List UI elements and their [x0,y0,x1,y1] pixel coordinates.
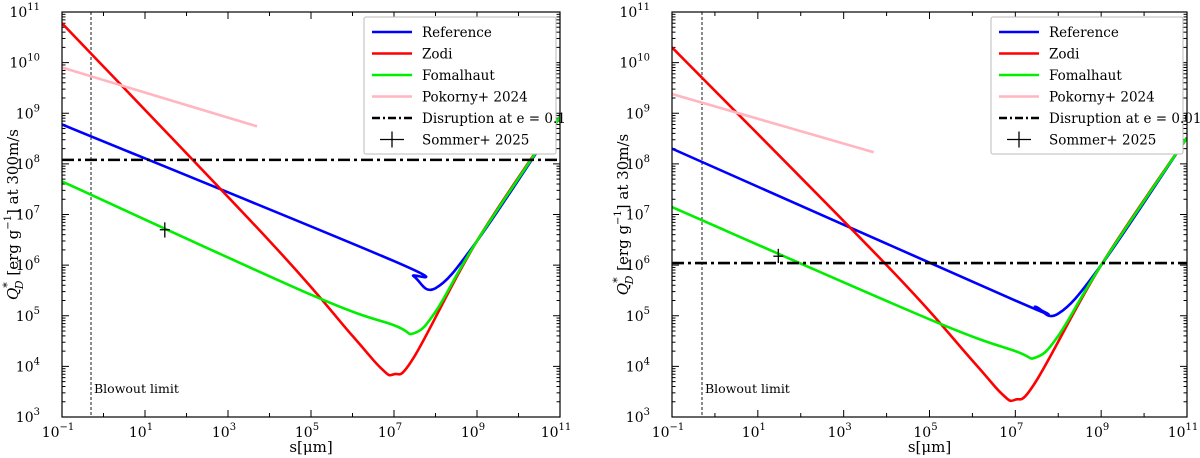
y-tick-label: 106 [626,255,650,274]
x-tick-label: 103 [212,422,236,441]
x-tick-label: 10−1 [652,422,685,441]
x-tick-label: 109 [461,422,485,441]
legend-label: Disruption at e = 0.1 [422,111,566,127]
x-axis-label: s[μm] [908,438,951,456]
legend-label: Pokorny+ 2024 [1049,90,1155,106]
x-tick-label: 101 [742,422,766,441]
blowout-label: Blowout limit [705,381,790,396]
blowout-label: Blowout limit [94,381,179,396]
series-line-reference [672,136,1187,318]
y-tick-label: 1010 [9,53,40,72]
x-tick-label: 105 [913,422,937,441]
x-tick-label: 1011 [541,422,572,441]
x-tick-label: 10−1 [42,422,75,441]
x-axis-label: s[μm] [289,438,332,456]
x-tick-label: 1011 [1168,422,1199,441]
series-line-fomalhaut [62,116,560,336]
y-tick-label: 108 [16,154,40,173]
y-tick-label: 106 [16,255,40,274]
plot-frame [61,11,561,418]
x-tick-label: 103 [828,422,852,441]
x-tick-label: 101 [129,422,153,441]
series-line-pokorny-2024 [672,92,875,154]
y-tick-label: 1011 [619,2,650,21]
series-group [672,46,1187,403]
x-tick-label: 105 [295,422,319,441]
series-group [62,22,560,377]
y-tick-label: 1010 [619,53,650,72]
legend-box [990,16,1184,155]
legend-label: Sommer+ 2025 [1049,133,1156,149]
series-line-fomalhaut [672,136,1187,360]
legend: Reference Zodi Fomalhaut Pokorny+ 2024 Disru… [990,16,1200,155]
y-tick-label: 107 [626,205,650,224]
x-tick-label: 107 [999,422,1023,441]
x-tick-label: 107 [378,422,402,441]
legend-label: Zodi [1049,47,1080,63]
legend-label: Reference [422,25,492,41]
y-tick-label: 103 [16,407,40,426]
y-axis-label: Q*D [erg g−1] at 300m/s [1,129,26,300]
x-tick-label: 109 [1085,422,1109,441]
y-tick-label: 109 [16,103,40,122]
y-tick-label: 105 [626,306,650,325]
legend-label: Fomalhaut [422,68,495,84]
y-tick-label: 1011 [9,2,40,21]
legend-label: Reference [1049,25,1119,41]
y-tick-label: 105 [16,306,40,325]
y-tick-label: 107 [16,205,40,224]
y-tick-label: 104 [16,356,40,375]
legend: Reference Zodi Fomalhaut Pokorny+ 2024 Disru… [363,16,566,155]
chart-panel-2: 10−1 101 103 105 107 109 1011 103 104 105 106 107 10… [611,2,1200,456]
y-axis-label: Q*D [erg g−1] at 30m/s [611,134,636,295]
legend-box [363,16,557,155]
legend-label: Zodi [422,47,453,63]
legend-label: Disruption at e = 0.01 [1049,111,1200,127]
y-tick-label: 108 [626,154,650,173]
plot-frame [671,11,1188,418]
legend-label: Fomalhaut [1049,68,1122,84]
y-tick-label: 104 [626,356,650,375]
legend-label: Sommer+ 2025 [422,133,529,149]
y-tick-label: 103 [626,407,650,426]
chart-panel-1: 10−1 101 103 105 107 109 1011 103 104 105 106 107 10… [1,2,571,456]
legend-label: Pokorny+ 2024 [422,90,528,106]
series-line-pokorny-2024 [62,66,258,128]
y-tick-label: 109 [626,103,650,122]
